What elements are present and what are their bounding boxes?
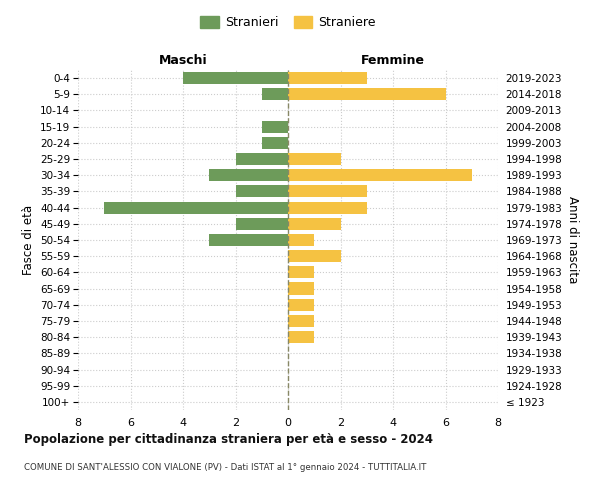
Bar — [209, 234, 288, 246]
Bar — [262, 88, 288, 101]
Bar — [288, 234, 314, 246]
Bar — [262, 137, 288, 149]
Text: COMUNE DI SANT'ALESSIO CON VIALONE (PV) - Dati ISTAT al 1° gennaio 2024 - TUTTIT: COMUNE DI SANT'ALESSIO CON VIALONE (PV) … — [24, 462, 427, 471]
Bar — [235, 153, 288, 165]
Text: Popolazione per cittadinanza straniera per età e sesso - 2024: Popolazione per cittadinanza straniera p… — [24, 432, 433, 446]
Y-axis label: Anni di nascita: Anni di nascita — [566, 196, 579, 284]
Text: Maschi: Maschi — [158, 54, 208, 67]
Bar — [288, 218, 341, 230]
Bar — [288, 169, 472, 181]
Bar — [104, 202, 288, 213]
Bar — [209, 169, 288, 181]
Bar — [262, 120, 288, 132]
Bar — [288, 186, 367, 198]
Legend: Stranieri, Straniere: Stranieri, Straniere — [195, 11, 381, 34]
Bar — [235, 186, 288, 198]
Bar — [288, 266, 314, 278]
Bar — [183, 72, 288, 84]
Y-axis label: Fasce di età: Fasce di età — [22, 205, 35, 275]
Bar — [288, 72, 367, 84]
Bar — [288, 331, 314, 343]
Text: Femmine: Femmine — [361, 54, 425, 67]
Bar — [288, 88, 445, 101]
Bar — [288, 298, 314, 311]
Bar — [288, 202, 367, 213]
Bar — [288, 250, 341, 262]
Bar — [288, 153, 341, 165]
Bar — [288, 315, 314, 327]
Bar — [288, 282, 314, 294]
Bar — [235, 218, 288, 230]
